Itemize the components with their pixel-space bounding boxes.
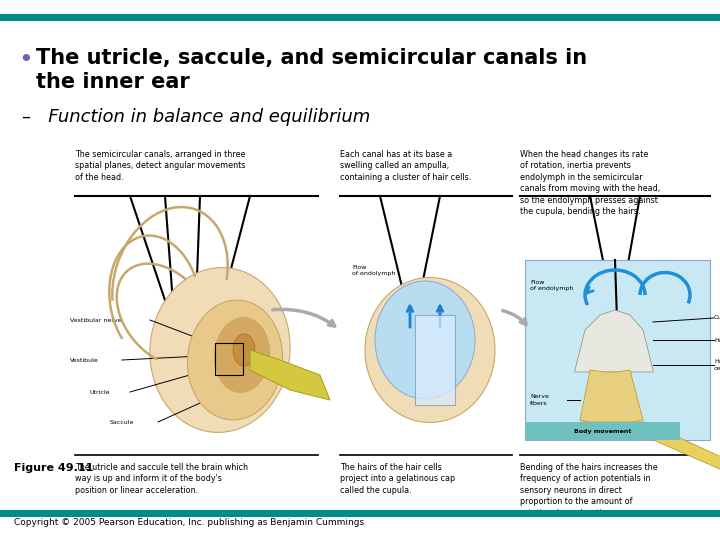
Text: Utricle: Utricle bbox=[90, 389, 110, 395]
Polygon shape bbox=[575, 422, 720, 478]
Text: The semicircular canals, arranged in three
spatial planes, detect angular moveme: The semicircular canals, arranged in thr… bbox=[75, 150, 246, 182]
Text: Body movement: Body movement bbox=[574, 429, 631, 434]
Ellipse shape bbox=[150, 268, 290, 433]
Text: Vestibule: Vestibule bbox=[70, 357, 99, 362]
Text: The utricle and saccule tell the brain which
way is up and inform it of the body: The utricle and saccule tell the brain w… bbox=[75, 463, 248, 495]
Text: Bending of the hairs increases the
frequency of action potentials in
sensory neu: Bending of the hairs increases the frequ… bbox=[520, 463, 657, 518]
Text: Vestibular nerve: Vestibular nerve bbox=[70, 318, 122, 322]
Text: Hair
cell: Hair cell bbox=[714, 360, 720, 370]
Ellipse shape bbox=[233, 334, 255, 366]
Bar bbox=[0, 510, 720, 517]
Ellipse shape bbox=[365, 278, 495, 422]
Text: Cupula: Cupula bbox=[714, 315, 720, 321]
Text: Copyright © 2005 Pearson Education, Inc. publishing as Benjamin Cummings: Copyright © 2005 Pearson Education, Inc.… bbox=[14, 518, 364, 527]
Text: Nerve
fibers: Nerve fibers bbox=[530, 394, 549, 406]
Text: •: • bbox=[18, 48, 32, 72]
Ellipse shape bbox=[187, 300, 283, 420]
Ellipse shape bbox=[215, 318, 269, 393]
Bar bbox=[0, 14, 720, 21]
Text: Hairs: Hairs bbox=[714, 338, 720, 342]
Bar bbox=[525, 422, 680, 440]
Text: Saccule: Saccule bbox=[110, 420, 135, 424]
Bar bbox=[215, 343, 243, 375]
Text: Flow
of endolymph: Flow of endolymph bbox=[352, 265, 395, 276]
Text: Flow
of endolymph: Flow of endolymph bbox=[530, 280, 573, 291]
Text: the inner ear: the inner ear bbox=[36, 72, 190, 92]
Ellipse shape bbox=[375, 281, 475, 399]
Bar bbox=[415, 315, 455, 405]
Polygon shape bbox=[575, 310, 653, 372]
Text: When the head changes its rate
of rotation, inertia prevents
endolymph in the se: When the head changes its rate of rotati… bbox=[520, 150, 660, 216]
Bar bbox=[525, 260, 710, 440]
Text: –   Function in balance and equilibrium: – Function in balance and equilibrium bbox=[22, 108, 370, 126]
Text: Each canal has at its base a
swelling called an ampulla,
containing a cluster of: Each canal has at its base a swelling ca… bbox=[340, 150, 472, 182]
Polygon shape bbox=[580, 370, 643, 422]
Text: The hairs of the hair cells
project into a gelatinous cap
called the cupula.: The hairs of the hair cells project into… bbox=[340, 463, 455, 495]
Text: Figure 49.11: Figure 49.11 bbox=[14, 463, 94, 473]
Polygon shape bbox=[250, 350, 330, 400]
Text: The utricle, saccule, and semicircular canals in: The utricle, saccule, and semicircular c… bbox=[36, 48, 587, 68]
